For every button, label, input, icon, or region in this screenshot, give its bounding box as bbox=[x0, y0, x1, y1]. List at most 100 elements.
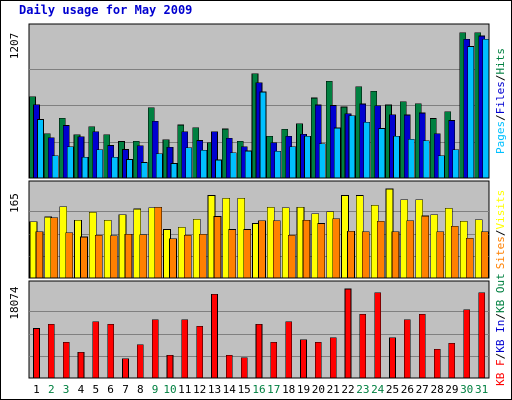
x-tick-label-day-7: 7 bbox=[122, 383, 129, 396]
legend-entry: KB Out bbox=[494, 273, 507, 313]
bar-sites-day-23 bbox=[362, 231, 370, 279]
bar-kb-f-day-1 bbox=[33, 328, 40, 379]
bar-pages-day-13 bbox=[215, 159, 222, 179]
bar-sites-day-7 bbox=[124, 233, 133, 279]
bar-kb-f-day-22 bbox=[344, 288, 352, 379]
bar-sites-day-15 bbox=[243, 229, 252, 279]
bar-pages-day-26 bbox=[408, 138, 415, 179]
bar-pages-day-27 bbox=[422, 140, 430, 179]
x-tick-label-day-2: 2 bbox=[48, 383, 55, 396]
bar-files-day-20 bbox=[315, 104, 322, 179]
bar-kb-f-day-5 bbox=[92, 321, 100, 379]
x-tick-label-day-16: 16 bbox=[252, 383, 265, 396]
bar-kb-f-day-3 bbox=[62, 341, 70, 379]
bar-pages-day-20 bbox=[319, 143, 326, 179]
bar-pages-day-3 bbox=[66, 146, 74, 179]
panel-hits-files-pages: 1207 Pages/Files/Hits bbox=[8, 23, 507, 179]
bar-files-day-8 bbox=[136, 145, 144, 179]
bar-kb-f-day-4 bbox=[77, 351, 85, 379]
bar-pages-day-25 bbox=[393, 136, 400, 179]
panels-layer: 1207 Pages/Files/Hits 165 Sites / Visits 18074… bbox=[8, 23, 507, 386]
bar-sites-day-25 bbox=[391, 231, 400, 279]
bar-sites-day-11 bbox=[183, 235, 192, 279]
bar-pages-day-28 bbox=[437, 155, 445, 179]
x-axis-labels: 1 2 3 4 5 6 7 8 9 10 11 12 13 14 15 16 17 18 19 20 21 22 23 24 2… bbox=[33, 383, 488, 396]
bar-pages-day-7 bbox=[126, 159, 133, 179]
bar-pages-day-8 bbox=[140, 162, 148, 179]
legend-entry: / bbox=[494, 313, 507, 320]
bar-sites-day-31 bbox=[480, 231, 489, 279]
bar-sites-day-27 bbox=[421, 215, 430, 279]
x-tick-label-day-25: 25 bbox=[386, 383, 399, 396]
y-max-label: 165 bbox=[8, 193, 21, 213]
bar-kb-f-day-23 bbox=[359, 313, 367, 379]
panel-visits-sites: 165 Sites/Visits bbox=[8, 180, 507, 279]
bar-kb-f-day-30 bbox=[463, 309, 471, 379]
bar-pages-day-14 bbox=[229, 152, 237, 179]
bar-pages-day-6 bbox=[111, 157, 118, 179]
bar-sites-day-2 bbox=[50, 217, 59, 279]
bar-pages-day-22 bbox=[348, 115, 356, 179]
bar-sites-day-18 bbox=[287, 235, 296, 279]
bar-kb-f-day-21 bbox=[329, 337, 337, 379]
legend-entry: Visits bbox=[494, 190, 507, 230]
series-legend: KB F/KB In/KB Out bbox=[494, 273, 507, 386]
bar-sites-day-8 bbox=[139, 234, 148, 279]
y-max-label: 1207 bbox=[8, 33, 21, 60]
bar-sites-day-16 bbox=[258, 220, 266, 279]
bar-pages-day-29 bbox=[452, 149, 460, 179]
bar-kb-f-day-31 bbox=[478, 292, 485, 379]
bar-kb-f-day-18 bbox=[285, 321, 293, 379]
bar-sites-day-22 bbox=[347, 230, 355, 279]
bar-kb-f-day-8 bbox=[136, 344, 144, 379]
bar-pages-day-15 bbox=[244, 150, 252, 179]
bar-pages-day-24 bbox=[378, 128, 386, 179]
x-tick-label-day-26: 26 bbox=[401, 383, 414, 396]
x-tick-label-day-14: 14 bbox=[223, 383, 237, 396]
bar-kb-f-day-24 bbox=[374, 292, 382, 379]
bar-sites-day-26 bbox=[406, 220, 415, 279]
bar-sites-day-13 bbox=[213, 216, 222, 279]
legend-entry: KB In bbox=[494, 320, 507, 353]
x-tick-label-day-12: 12 bbox=[193, 383, 206, 396]
bar-sites-day-17 bbox=[272, 220, 281, 279]
bar-pages-day-17 bbox=[274, 151, 282, 179]
legend-entry: / bbox=[494, 353, 507, 360]
bar-sites-day-1 bbox=[35, 231, 44, 279]
legend-entry: Sites bbox=[494, 236, 507, 269]
bar-kb-f-day-2 bbox=[47, 323, 55, 379]
bar-pages-day-9 bbox=[155, 153, 163, 179]
bar-pages-day-21 bbox=[333, 127, 341, 179]
bar-sites-day-4 bbox=[80, 236, 88, 279]
x-tick-label-day-20: 20 bbox=[312, 383, 325, 396]
bar-sites-day-9 bbox=[154, 206, 162, 279]
bar-kb-f-day-16 bbox=[255, 323, 263, 379]
x-tick-label-day-17: 17 bbox=[267, 383, 280, 396]
bar-kb-f-day-10 bbox=[166, 355, 174, 379]
bar-sites-day-12 bbox=[198, 233, 207, 279]
bar-sites-day-29 bbox=[451, 225, 459, 279]
bar-pages-day-31 bbox=[482, 38, 489, 179]
x-tick-label-day-4: 4 bbox=[78, 383, 85, 396]
bar-sites-day-6 bbox=[109, 235, 118, 279]
x-tick-label-day-10: 10 bbox=[163, 383, 176, 396]
bar-pages-day-11 bbox=[185, 147, 193, 179]
bar-kb-f-day-26 bbox=[404, 319, 411, 379]
chart-title: Daily usage for May 2009 bbox=[19, 3, 193, 17]
x-tick-label-day-24: 24 bbox=[371, 383, 385, 396]
x-tick-label-day-30: 30 bbox=[460, 383, 473, 396]
x-tick-label-day-9: 9 bbox=[152, 383, 159, 396]
bar-pages-day-19 bbox=[304, 135, 311, 179]
x-tick-label-day-15: 15 bbox=[238, 383, 251, 396]
series-legend: Pages/Files/Hits bbox=[494, 48, 507, 154]
bar-pages-day-30 bbox=[467, 46, 475, 179]
bar-sites-day-5 bbox=[94, 235, 103, 279]
bar-kb-f-day-6 bbox=[107, 323, 114, 379]
legend-entry: Pages bbox=[494, 121, 507, 154]
bar-sites-day-30 bbox=[465, 237, 474, 279]
legend-entry: KB F bbox=[494, 359, 507, 386]
bar-kb-f-day-12 bbox=[196, 325, 203, 379]
bar-sites-day-24 bbox=[376, 221, 385, 279]
